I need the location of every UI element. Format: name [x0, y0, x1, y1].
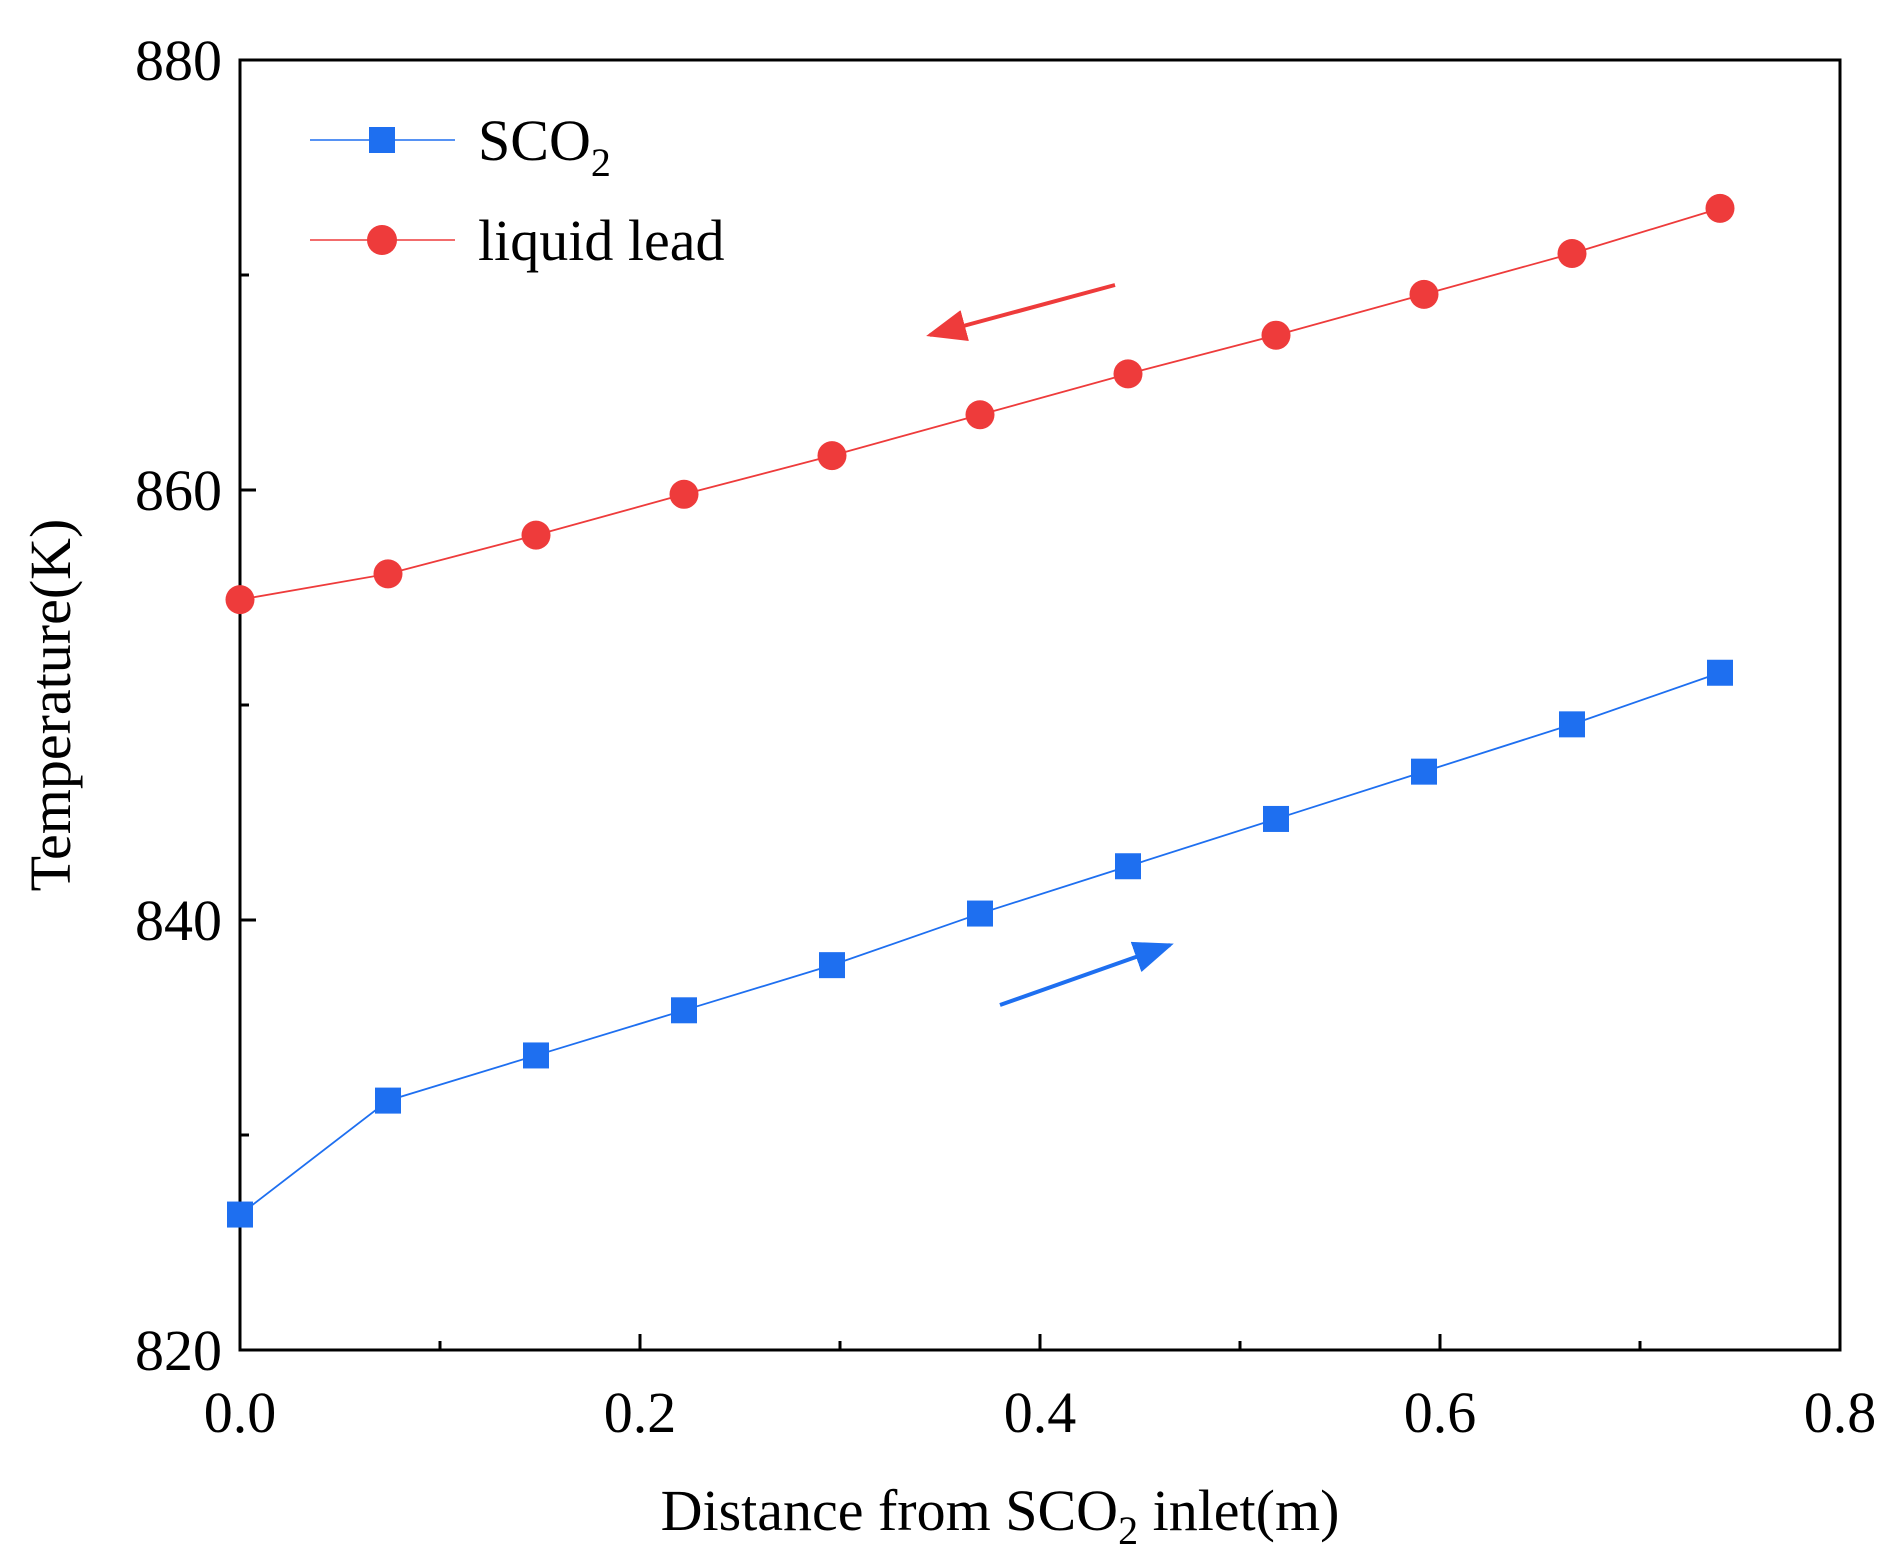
y-tick-label: 860: [135, 458, 222, 523]
liquid-lead-data-point: [373, 559, 403, 589]
liquid-lead-data-point: [225, 585, 255, 615]
x-axis-ticks: 0.0 0.2 0.4 0.6 0.8: [204, 1334, 1877, 1445]
x-tick-label: 0.0: [204, 1380, 277, 1445]
x-axis-title-suffix: inlet(m): [1138, 1478, 1339, 1543]
sco2-data-point: [523, 1042, 549, 1069]
x-axis-title-main: Distance from SCO: [661, 1478, 1119, 1543]
sco2-data-point: [1115, 853, 1141, 880]
liquid-lead-data-point: [1557, 239, 1587, 268]
sco2-data-point: [227, 1201, 253, 1228]
liquid-lead-data-point: [521, 520, 551, 550]
liquid-lead-data-point: [1113, 359, 1143, 389]
sco2-data-point: [1559, 711, 1585, 738]
legend-sco2-marker: [369, 127, 395, 153]
legend-sco2-label: SCO2: [478, 108, 611, 185]
sco2-data-point: [375, 1087, 401, 1114]
y-axis-ticks: 820 840 860 880: [135, 28, 256, 1383]
legend-sco2-label-main: SCO: [478, 108, 591, 173]
x-axis-title: Distance from SCO2 inlet(m): [661, 1478, 1340, 1553]
liquid-lead-data-point: [817, 441, 847, 471]
liquid-lead-data-point: [1705, 193, 1735, 223]
liquid-lead-data-point: [1409, 279, 1439, 309]
y-axis-title: Temperature(K): [18, 519, 83, 892]
sco2-flow-arrow: [999, 941, 1174, 1007]
x-tick-label: 0.8: [1804, 1380, 1877, 1445]
legend-sco2-label-subscript: 2: [591, 140, 611, 185]
x-axis-title-subscript: 2: [1118, 1508, 1138, 1553]
y-tick-label: 880: [135, 28, 222, 93]
sco2-data-point: [819, 952, 845, 979]
y-tick-label: 820: [135, 1318, 222, 1383]
legend-lead-marker: [367, 225, 397, 255]
legend-lead-label: liquid lead: [478, 208, 724, 273]
liquid-lead-data-point: [965, 400, 995, 430]
x-tick-label: 0.4: [1004, 1380, 1077, 1445]
liquid-lead-data-point: [669, 479, 699, 509]
liquid-lead-data-point: [1261, 320, 1291, 350]
x-tick-label: 0.2: [604, 1380, 677, 1445]
legend: SCO2 liquid lead: [310, 108, 724, 273]
sco2-data-point: [1411, 758, 1437, 785]
y-tick-label: 840: [135, 888, 222, 953]
sco2-data-point: [1707, 659, 1733, 686]
sco2-series-line: [239, 671, 1721, 1216]
x-tick-label: 0.6: [1404, 1380, 1477, 1445]
liquid-lead-flow-arrow: [926, 283, 1116, 342]
sco2-data-point: [1263, 805, 1289, 832]
sco2-data-point: [967, 900, 993, 927]
sco2-data-point: [671, 997, 697, 1024]
series-layer: [225, 193, 1735, 1228]
